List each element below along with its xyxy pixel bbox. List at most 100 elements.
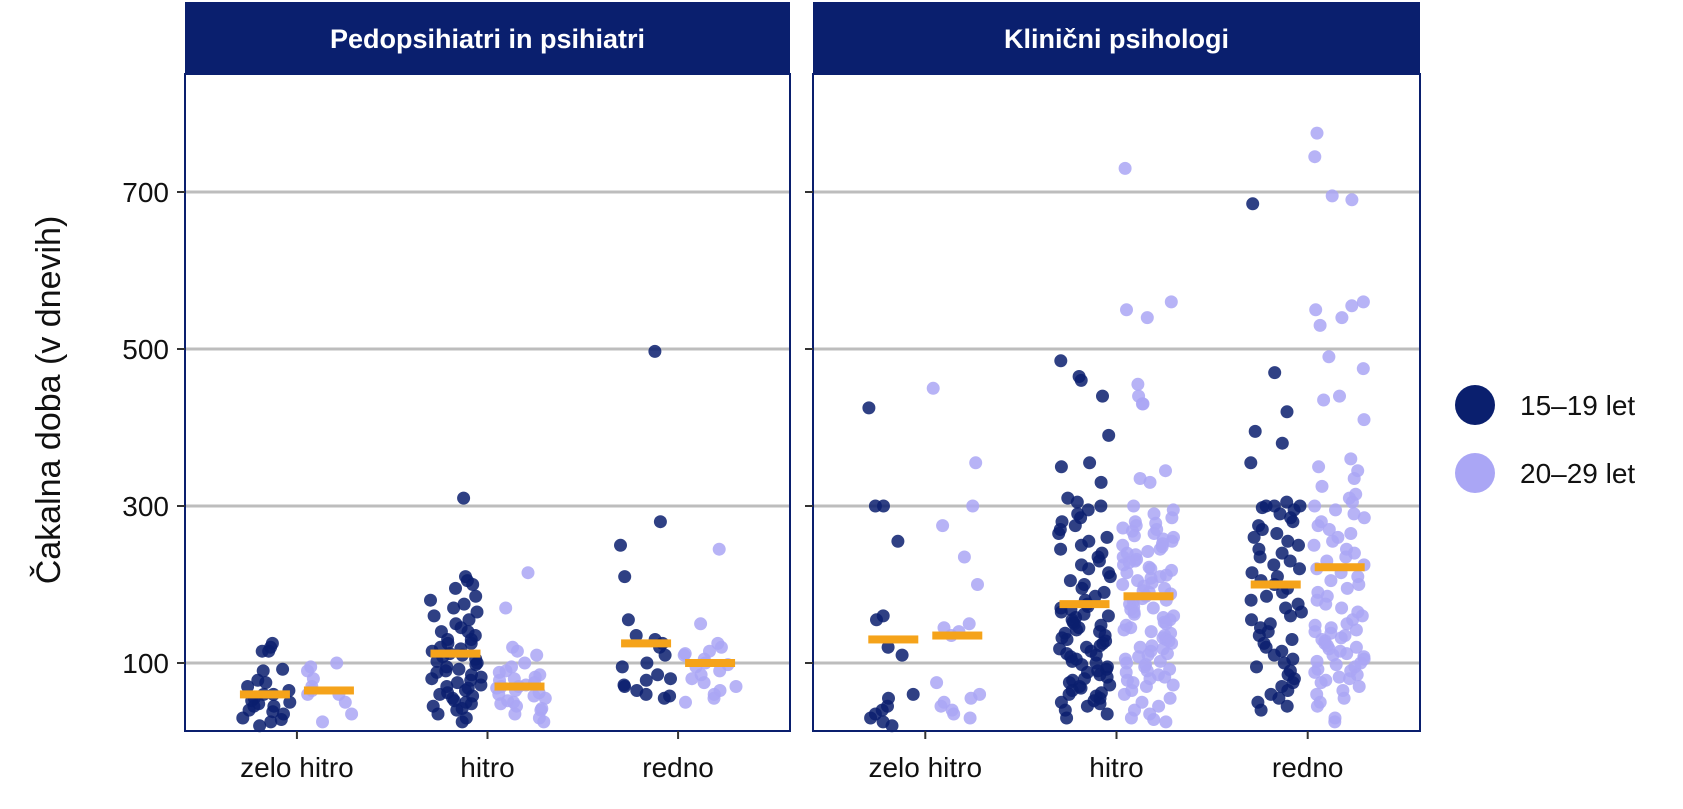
- median-bar: [1314, 563, 1365, 572]
- data-point: [713, 664, 727, 678]
- data-point: [614, 538, 627, 552]
- x-tick-label: hitro: [1089, 752, 1143, 783]
- data-point: [1340, 581, 1354, 595]
- data-point: [640, 656, 654, 670]
- data-point: [1127, 499, 1141, 513]
- y-tick-label: 100: [122, 648, 169, 679]
- data-point: [1340, 647, 1354, 661]
- data-point: [1343, 672, 1357, 686]
- data-point: [1094, 475, 1108, 489]
- data-point: [1159, 715, 1173, 729]
- data-point: [1325, 189, 1339, 203]
- data-point: [1315, 479, 1329, 493]
- facet-panels: Pedopsihiatri in psihiatri zelo hitro hitr…: [122, 2, 1421, 783]
- data-point: [510, 644, 524, 658]
- data-point: [1245, 566, 1259, 580]
- data-point: [283, 695, 297, 709]
- data-point: [1118, 161, 1132, 175]
- data-point: [1075, 581, 1089, 595]
- point-group: [677, 542, 743, 709]
- data-point: [1254, 703, 1268, 717]
- data-point: [1349, 623, 1363, 637]
- data-point: [1280, 405, 1294, 419]
- facet-panel: Pedopsihiatri in psihiatri zelo hitro hitr…: [122, 2, 791, 783]
- data-point: [1267, 648, 1281, 662]
- data-point: [1253, 550, 1267, 564]
- data-point: [969, 456, 983, 470]
- x-tick-label: hitro: [460, 752, 514, 783]
- data-point: [1120, 656, 1134, 670]
- panel-background: [185, 74, 790, 731]
- data-point: [425, 672, 439, 686]
- data-point: [964, 691, 978, 705]
- data-point: [1117, 623, 1131, 637]
- data-point: [1275, 546, 1289, 560]
- data-point: [1339, 550, 1353, 564]
- data-point: [639, 673, 653, 687]
- data-point: [259, 676, 273, 690]
- data-point: [1074, 373, 1088, 387]
- data-point: [464, 636, 478, 650]
- data-point: [1294, 605, 1308, 619]
- data-point: [1345, 193, 1359, 207]
- data-point: [1116, 578, 1130, 591]
- data-point: [707, 691, 721, 705]
- data-point: [1144, 562, 1158, 576]
- data-point: [1337, 691, 1351, 705]
- data-point: [966, 499, 980, 513]
- data-point: [1120, 303, 1133, 317]
- data-point: [1153, 654, 1167, 668]
- data-point: [1127, 607, 1141, 621]
- data-point: [1322, 523, 1336, 536]
- data-point: [621, 613, 635, 627]
- data-point: [639, 687, 653, 701]
- data-point: [891, 534, 905, 548]
- point-group: [862, 401, 920, 733]
- data-point: [868, 499, 882, 513]
- data-point: [1352, 680, 1366, 693]
- data-point: [1283, 554, 1297, 568]
- data-point: [679, 695, 692, 709]
- data-point: [1070, 495, 1084, 509]
- data-point: [1152, 699, 1166, 713]
- data-point: [694, 617, 708, 631]
- data-point: [651, 668, 665, 682]
- data-point: [527, 689, 541, 703]
- data-point: [1153, 542, 1167, 556]
- data-point: [1319, 597, 1333, 611]
- data-point: [1083, 456, 1097, 470]
- data-point: [1268, 366, 1282, 380]
- median-bar: [621, 639, 672, 648]
- data-point: [697, 676, 711, 690]
- data-point: [971, 578, 984, 591]
- data-point: [1307, 538, 1321, 552]
- data-point: [864, 711, 878, 725]
- data-point: [1101, 609, 1115, 623]
- data-point: [1349, 640, 1363, 654]
- data-point: [1082, 562, 1096, 576]
- median-bar: [430, 649, 481, 658]
- data-point: [1309, 303, 1323, 317]
- data-point: [521, 566, 535, 580]
- data-point: [266, 705, 280, 719]
- data-point: [1328, 715, 1342, 729]
- data-point: [424, 593, 437, 607]
- data-point: [1147, 713, 1161, 726]
- data-point: [1166, 678, 1180, 692]
- median-bar: [494, 682, 545, 691]
- x-tick-label: redno: [642, 752, 714, 783]
- x-tick-label: zelo hitro: [868, 752, 982, 783]
- data-point: [1281, 684, 1295, 697]
- x-tick-label: zelo hitro: [240, 752, 354, 783]
- data-point: [1139, 680, 1153, 693]
- data-point: [1286, 515, 1300, 529]
- data-point: [1068, 519, 1082, 533]
- data-point: [1344, 452, 1358, 466]
- median-bar: [1123, 592, 1174, 601]
- data-point: [1247, 530, 1261, 544]
- data-point: [256, 664, 270, 678]
- data-point: [664, 672, 677, 686]
- data-point: [1052, 527, 1066, 540]
- data-point: [963, 711, 977, 725]
- data-point: [447, 601, 461, 615]
